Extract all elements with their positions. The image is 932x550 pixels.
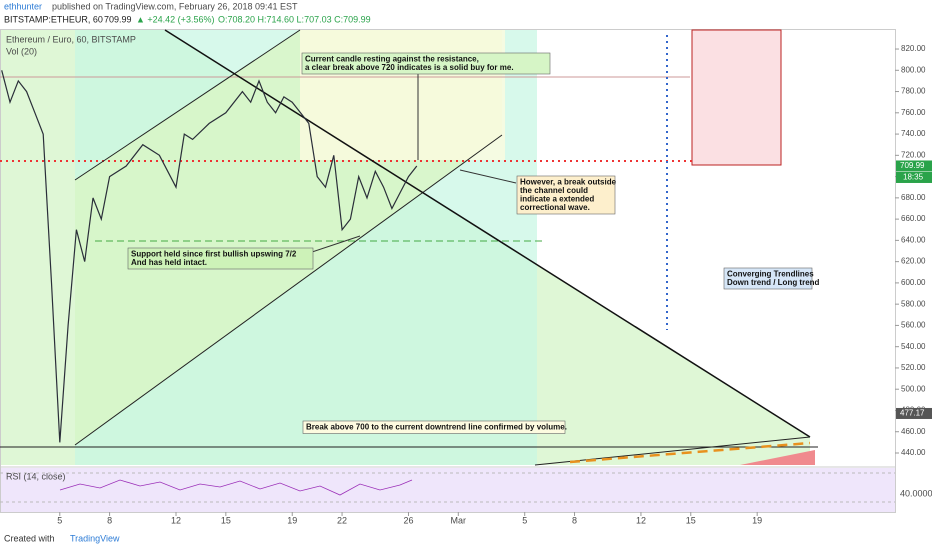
x-tick-label: 22: [337, 515, 347, 525]
x-tick-label: 12: [171, 515, 181, 525]
y-tick-label: 500.00: [901, 384, 926, 393]
channel-upper: [74, 29, 301, 181]
created-with: Created with: [4, 533, 55, 543]
x-tick-label: 15: [221, 515, 231, 525]
rsi-line: [59, 479, 413, 496]
red-wedge: [740, 450, 815, 465]
y-tick-label: 760.00: [901, 108, 926, 117]
chart-title: Ethereum / Euro, 60, BITSTAMP: [6, 34, 136, 44]
price-tag-label: 709.99: [900, 161, 925, 170]
y-tick-label: 780.00: [901, 87, 926, 96]
rsi-label: RSI (14, close): [6, 471, 66, 481]
brand[interactable]: TradingView: [70, 533, 120, 543]
y-tick-label: 440.00: [901, 448, 926, 457]
rsi-pane: [1, 468, 895, 512]
annotation-text: Current candle resting against the resis…: [305, 55, 479, 64]
price-line: [1, 70, 418, 443]
y-tick-label: 560.00: [901, 321, 926, 330]
y-tick-label: 580.00: [901, 299, 926, 308]
annotation-box: [127, 247, 314, 270]
yellow-zone: [300, 30, 505, 160]
annotation-text: And has held intact.: [131, 258, 207, 267]
annotation-box: [301, 52, 551, 75]
y-tick-label: 540.00: [901, 342, 926, 351]
annotation-text: Down trend / Long trend: [727, 278, 820, 287]
annotation-text: Support held since first bullish upswing…: [131, 250, 297, 259]
symbol: BITSTAMP:ETHEUR, 60: [4, 14, 103, 24]
x-tick-label: 19: [752, 515, 762, 525]
annotation-text: However, a break outside: [520, 178, 617, 187]
y-tick-label: 640.00: [901, 235, 926, 244]
annotation-box: [516, 175, 616, 215]
y-tick-label: 520.00: [901, 363, 926, 372]
x-tick-label: 8: [572, 515, 577, 525]
y-tick-label: 820.00: [901, 44, 926, 53]
y-tick-label: 600.00: [901, 278, 926, 287]
x-tick-label: 19: [287, 515, 297, 525]
y-tick-label: 460.00: [901, 427, 926, 436]
annotation-text: correctional wave.: [520, 203, 590, 212]
channel-lower: [74, 134, 503, 446]
uptrend-line: [534, 436, 811, 466]
rsi-tick: 40.0000: [900, 488, 932, 498]
annotation-text: indicate a extended: [520, 195, 594, 204]
annotation-text: the channel could: [520, 186, 588, 195]
published: published on TradingView.com, February 2…: [52, 1, 298, 11]
y-tick-label: 660.00: [901, 214, 926, 223]
callout-line: [459, 169, 517, 184]
target-zone: [691, 29, 782, 166]
x-tick-label: 12: [636, 515, 646, 525]
price-tag: [896, 407, 932, 419]
y-tick-label: 680.00: [901, 193, 926, 202]
price-tag-label: 477.17: [900, 409, 925, 418]
x-tick-label: 15: [686, 515, 696, 525]
countdown-tag: [896, 171, 932, 183]
downtrend-line: [164, 29, 811, 438]
x-tick-label: 5: [57, 515, 62, 525]
annotation-text: Break above 700 to the current downtrend…: [306, 423, 567, 432]
price-tag: [896, 160, 932, 172]
change: ▲ +24.42 (+3.56%): [136, 14, 214, 24]
y-tick-label: 740.00: [901, 129, 926, 138]
x-tick-label: 5: [522, 515, 527, 525]
countdown: 18:35: [903, 173, 924, 182]
x-tick-label: 8: [107, 515, 112, 525]
ohlc: O:708.20 H:714.60 L:707.03 C:709.99: [218, 14, 371, 24]
volume-label: Vol (20): [6, 46, 37, 56]
annotation-text: Converging Trendlines: [727, 270, 814, 279]
x-tick-label: Mar: [451, 515, 467, 525]
annotation-text: a clear break above 720 indicates is a s…: [305, 63, 514, 72]
annotation-box: [302, 420, 566, 434]
y-tick-label: 720.00: [901, 150, 926, 159]
y-tick-label: 800.00: [901, 65, 926, 74]
x-tick-label: 26: [403, 515, 413, 525]
y-tick-label: 620.00: [901, 257, 926, 266]
annotation-box: [723, 267, 813, 290]
author[interactable]: ethhunter: [4, 1, 42, 11]
last-price: 709.99: [104, 14, 132, 24]
orange-dash: [569, 441, 811, 464]
